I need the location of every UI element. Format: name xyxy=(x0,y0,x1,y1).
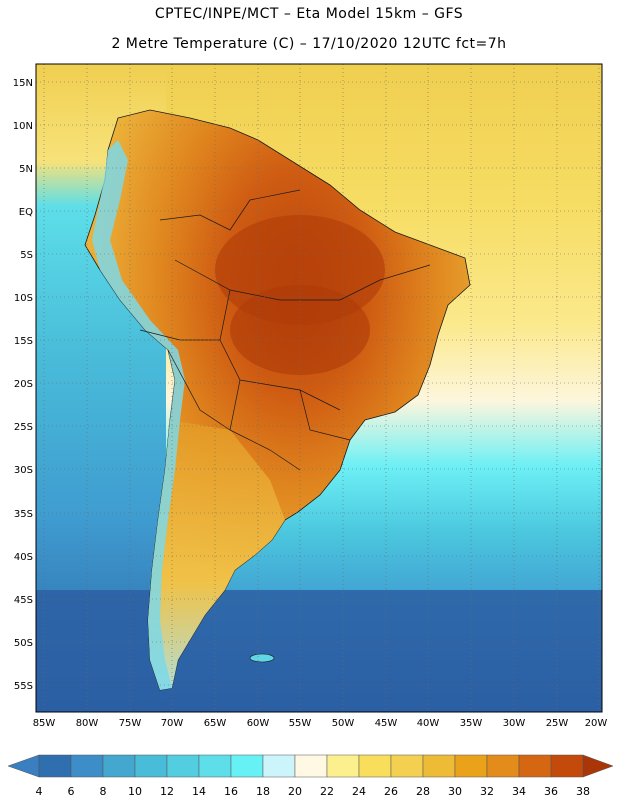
colorbar-swatch xyxy=(198,754,232,778)
lat-label: 40S xyxy=(14,552,33,563)
lat-label: 50S xyxy=(14,638,33,649)
colorbar-swatch xyxy=(134,754,168,778)
lat-label: 35S xyxy=(14,509,33,520)
colorbar-tick-label: 18 xyxy=(256,785,270,798)
lon-label: 80W xyxy=(76,718,99,729)
lat-label: 5S xyxy=(20,250,33,261)
colorbar-tick-label: 6 xyxy=(68,785,75,798)
lon-label: 85W xyxy=(33,718,56,729)
lat-label: 20S xyxy=(14,379,33,390)
colorbar-swatch xyxy=(38,754,72,778)
lat-label: EQ xyxy=(19,207,33,218)
colorbar-tick-label: 28 xyxy=(416,785,430,798)
colorbar xyxy=(7,754,614,778)
lon-label: 60W xyxy=(247,718,270,729)
lon-label: 45W xyxy=(375,718,398,729)
colorbar-tick-label: 16 xyxy=(224,785,238,798)
colorbar-swatch xyxy=(390,754,424,778)
colorbar-tick-label: 24 xyxy=(352,785,366,798)
lon-label: 70W xyxy=(161,718,184,729)
lon-label: 35W xyxy=(460,718,483,729)
lon-label: 25W xyxy=(546,718,569,729)
colorbar-tick-label: 14 xyxy=(192,785,206,798)
hot-core-mato-grosso xyxy=(230,285,370,375)
lat-label: 5N xyxy=(19,164,33,175)
colorbar-tick-label: 38 xyxy=(576,785,590,798)
colorbar-swatch xyxy=(262,754,296,778)
colorbar-swatch xyxy=(550,754,584,778)
colorbar-swatch xyxy=(102,754,136,778)
colorbar-tick-label: 20 xyxy=(288,785,302,798)
longitude-axis: 85W 80W 75W 70W 65W 60W 55W 50W 45W 40W … xyxy=(33,718,608,729)
southern-ocean xyxy=(36,590,602,712)
lat-label: 25S xyxy=(14,422,33,433)
lat-label: 10S xyxy=(14,293,33,304)
colorbar-labels: 4 6 8 10 12 14 16 18 20 22 24 26 28 30 3… xyxy=(36,785,591,798)
lat-label: 15N xyxy=(13,78,33,89)
lat-label: 45S xyxy=(14,595,33,606)
map-frame-content xyxy=(36,64,602,712)
colorbar-tick-label: 30 xyxy=(448,785,462,798)
falkland-islands xyxy=(249,653,275,663)
colorbar-arrow-high xyxy=(582,754,614,778)
lat-label: 55S xyxy=(14,681,33,692)
lon-label: 55W xyxy=(289,718,312,729)
country-borders xyxy=(139,189,431,471)
lon-label: 20W xyxy=(585,718,608,729)
title-line-2: 2 Metre Temperature (C) – 17/10/2020 12U… xyxy=(111,36,507,52)
patagonia-region xyxy=(148,420,285,690)
colorbar-swatch xyxy=(454,754,488,778)
colorbar-tick-label: 8 xyxy=(100,785,107,798)
colorbar-swatch xyxy=(422,754,456,778)
colorbar-swatch xyxy=(326,754,360,778)
colorbar-tick-label: 36 xyxy=(544,785,558,798)
colorbar-tick-label: 12 xyxy=(160,785,174,798)
colorbar-swatch xyxy=(166,754,200,778)
colorbar-tick-label: 4 xyxy=(36,785,43,798)
latitude-axis: 15N 10N 5N EQ 5S 10S 15S 20S 25S 30S 35S… xyxy=(13,78,33,692)
lon-label: 65W xyxy=(204,718,227,729)
lon-label: 75W xyxy=(119,718,142,729)
colorbar-swatch xyxy=(486,754,520,778)
lat-label: 30S xyxy=(14,465,33,476)
colorbar-swatch xyxy=(358,754,392,778)
colorbar-tick-label: 32 xyxy=(480,785,494,798)
lon-label: 30W xyxy=(503,718,526,729)
colorbar-swatch xyxy=(230,754,264,778)
lat-label: 10N xyxy=(13,121,33,132)
lat-label: 15S xyxy=(14,336,33,347)
colorbar-swatch xyxy=(70,754,104,778)
title-line-1: CPTEC/INPE/MCT – Eta Model 15km – GFS xyxy=(154,6,464,22)
colorbar-tick-label: 26 xyxy=(384,785,398,798)
andes-mountains xyxy=(92,140,185,690)
colorbar-arrow-low xyxy=(7,754,40,778)
colorbar-tick-label: 34 xyxy=(512,785,526,798)
lon-label: 40W xyxy=(417,718,440,729)
colorbar-tick-label: 22 xyxy=(320,785,334,798)
map-frame xyxy=(35,63,603,713)
colorbar-tick-label: 10 xyxy=(128,785,142,798)
graticule xyxy=(36,64,602,712)
colorbar-swatch xyxy=(518,754,552,778)
colorbar-swatch xyxy=(294,754,328,778)
lon-label: 50W xyxy=(332,718,355,729)
